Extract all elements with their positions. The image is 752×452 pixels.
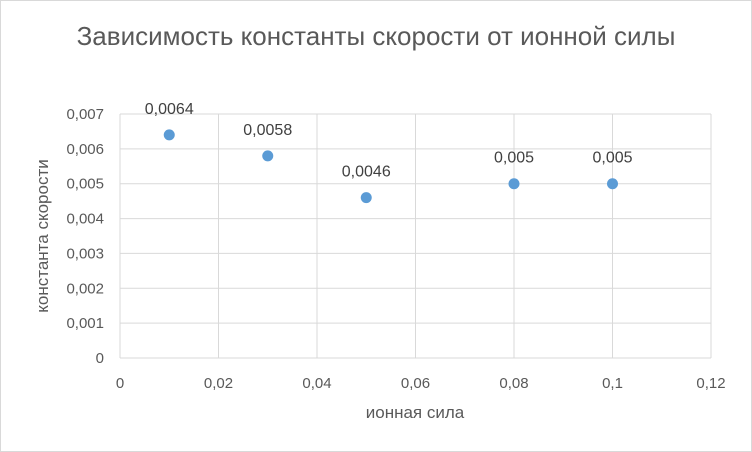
y-tick-label: 0,006 <box>66 141 104 158</box>
y-tick-label: 0,002 <box>66 280 104 297</box>
chart-title: Зависимость константы скорости от ионной… <box>76 21 676 51</box>
y-tick-label: 0,005 <box>66 176 104 193</box>
x-tick-label: 0,02 <box>204 375 233 392</box>
data-label: 0,0064 <box>145 101 194 118</box>
data-label: 0,0046 <box>342 164 391 181</box>
x-tick-label: 0,1 <box>602 375 623 392</box>
x-tick-label: 0,08 <box>499 375 528 392</box>
data-point <box>508 178 520 190</box>
data-label: 0,005 <box>592 150 632 167</box>
data-point <box>607 178 618 190</box>
y-tick-label: 0,007 <box>66 106 104 123</box>
y-tick-label: 0,003 <box>66 245 104 262</box>
x-tick-label: 0 <box>116 375 124 392</box>
data-label: 0,005 <box>494 150 534 167</box>
y-tick-label: 0,004 <box>66 211 104 228</box>
data-point <box>262 150 274 162</box>
data-point <box>163 129 175 141</box>
x-tick-label: 0,12 <box>696 375 725 392</box>
x-tick-label: 0,04 <box>302 375 331 392</box>
x-axis-title: ионная сила <box>366 403 465 422</box>
data-point <box>360 192 372 204</box>
x-tick-label: 0,06 <box>401 375 430 392</box>
y-tick-label: 0 <box>96 350 104 367</box>
data-label: 0,0058 <box>243 122 292 139</box>
y-tick-label: 0,001 <box>66 315 104 332</box>
y-axis-title: константа скорости <box>33 159 52 312</box>
